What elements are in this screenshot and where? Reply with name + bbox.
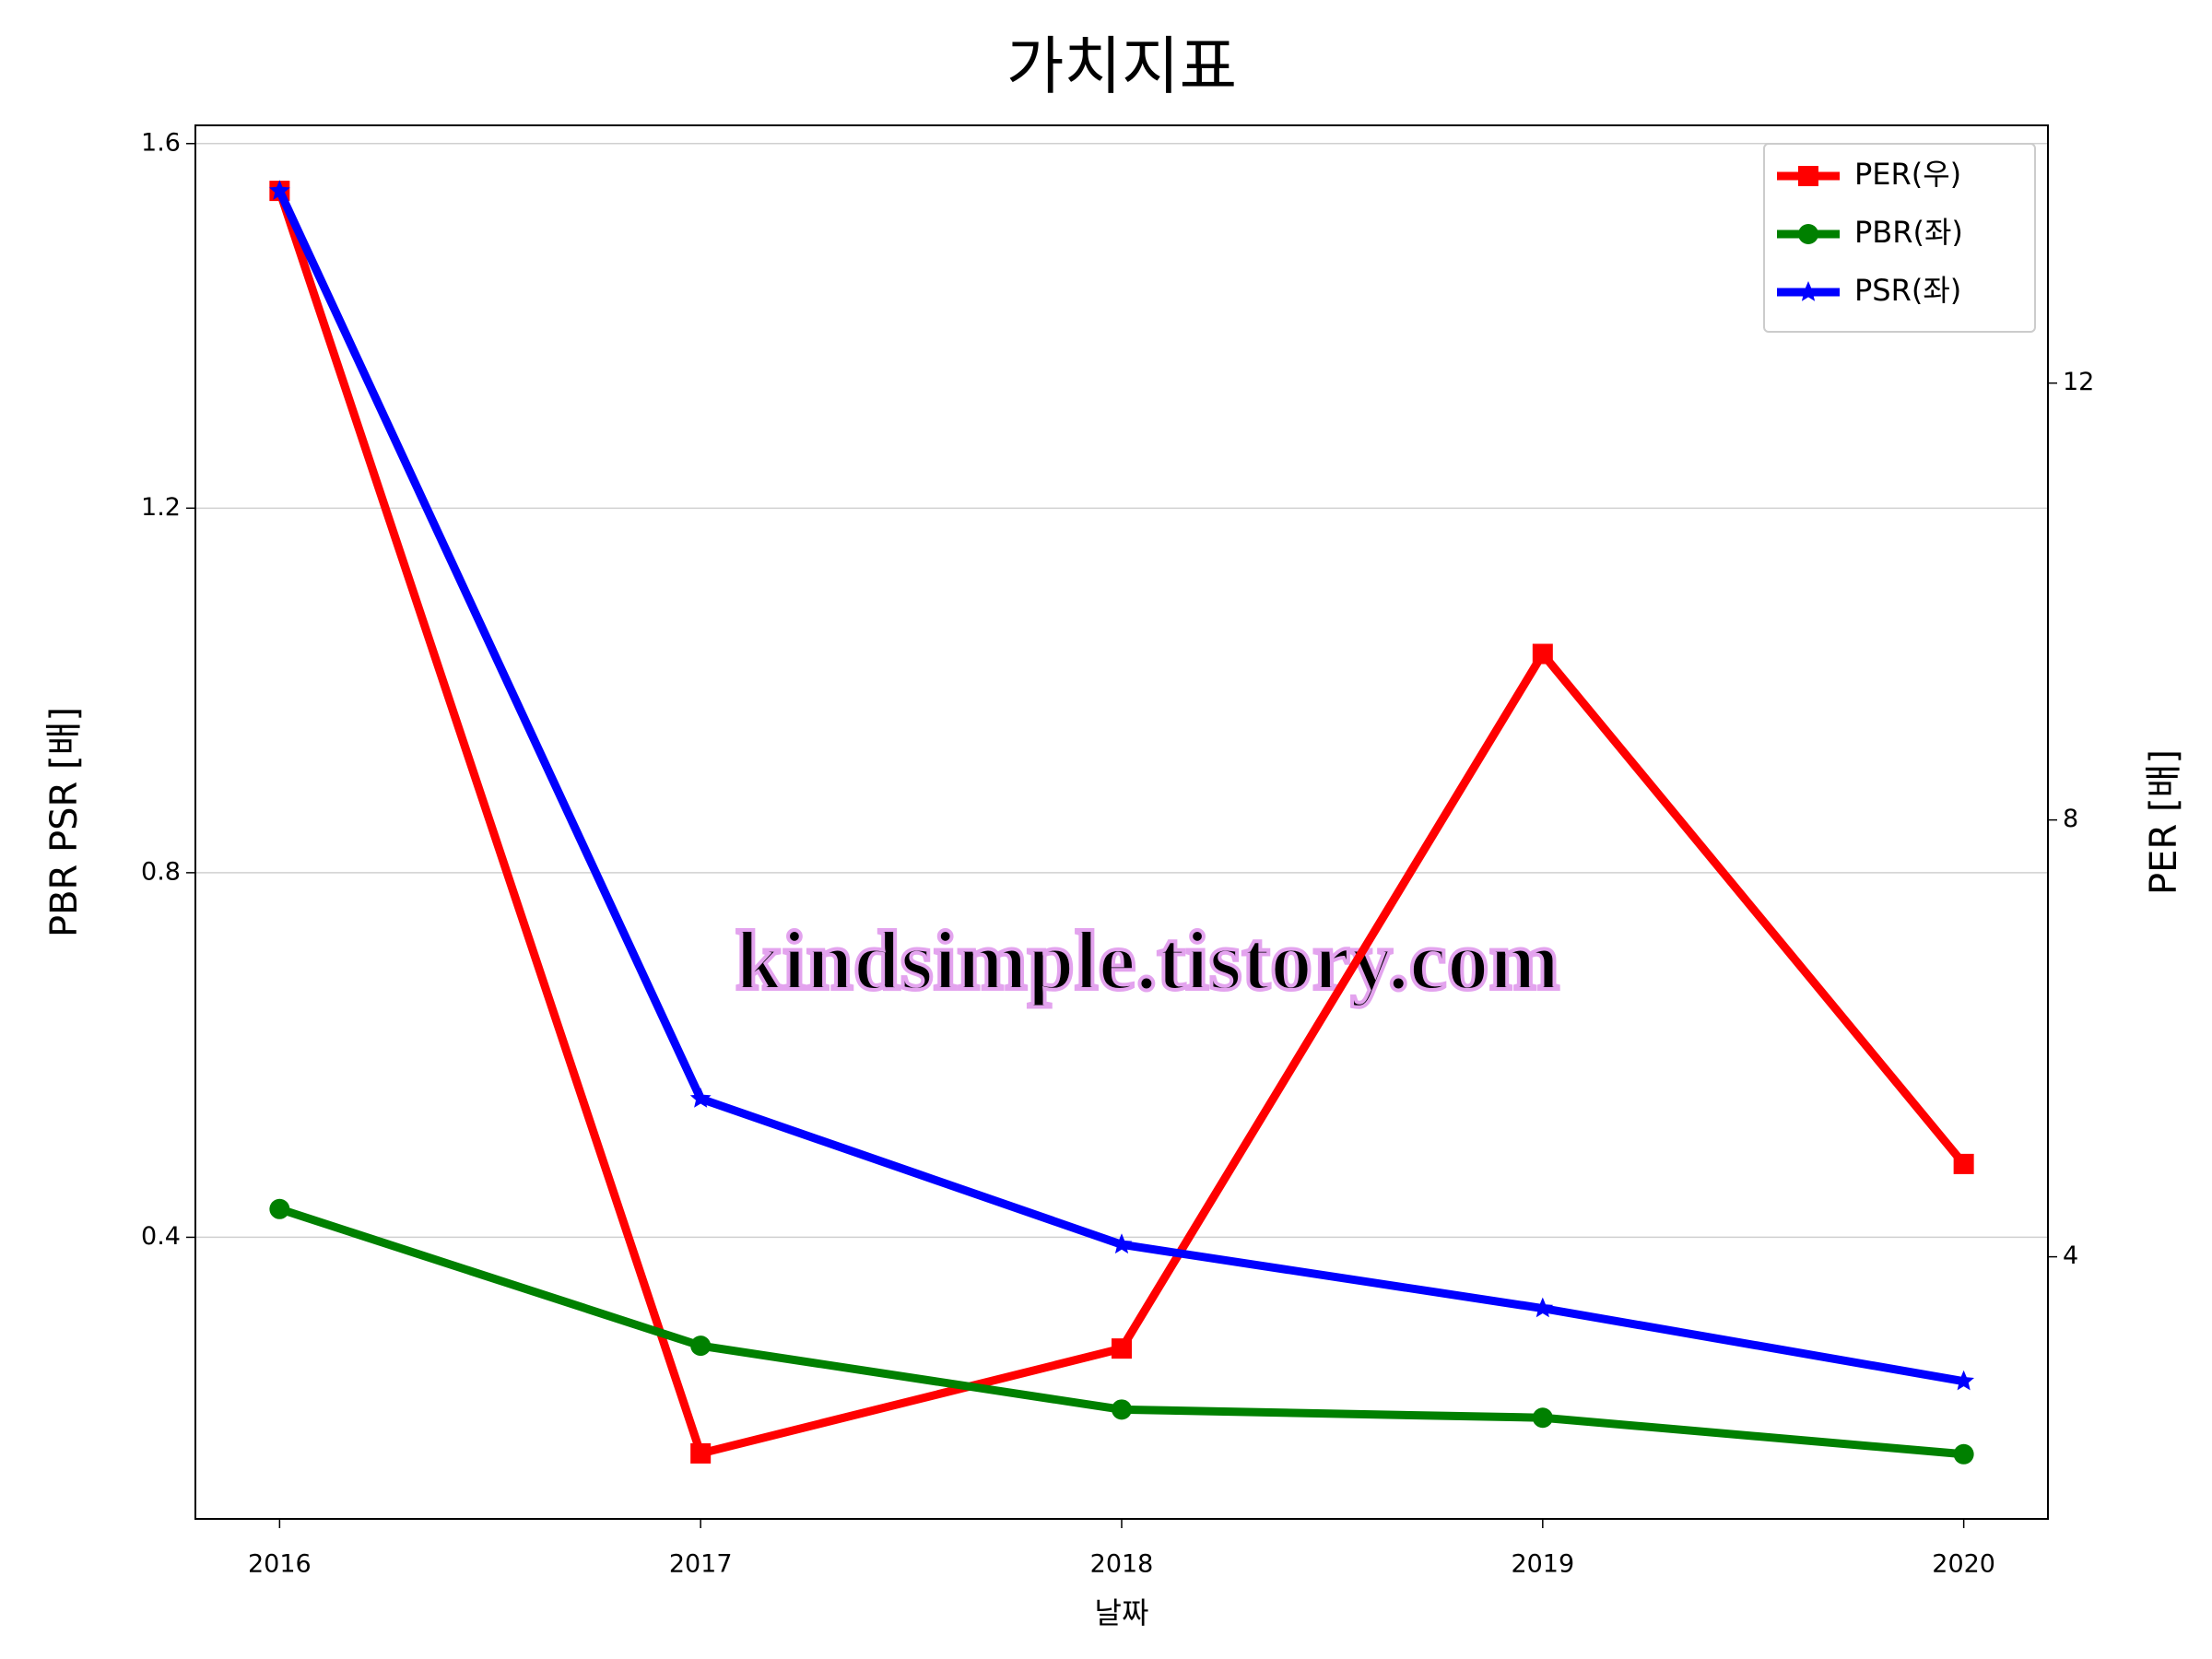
legend-label: PER(우) [1854, 157, 1961, 192]
x-tick-label: 2018 [1090, 1550, 1154, 1579]
marker [1532, 1407, 1553, 1429]
legend-marker [1798, 224, 1818, 244]
y-tick-label: 1.2 [141, 493, 181, 522]
marker [1532, 643, 1553, 665]
marker [1112, 1399, 1132, 1420]
marker [269, 180, 290, 200]
legend: PER(우) PBR(좌) PSR(좌) [1763, 143, 2036, 333]
legend-marker [1798, 166, 1818, 186]
y2-tick-label: 8 [2063, 805, 2078, 833]
watermark: kindsimple.tistory.com [735, 913, 1559, 1007]
marker [1953, 1370, 1974, 1391]
plot-frame [194, 124, 2049, 1520]
marker [1953, 1153, 1974, 1174]
x-tick-label: 2016 [248, 1550, 312, 1579]
legend-label: PSR(좌) [1854, 273, 1961, 308]
marker [1532, 1297, 1554, 1318]
marker [689, 1088, 712, 1108]
y-tick-label: 1.6 [141, 128, 181, 157]
y2-tick-label: 4 [2063, 1241, 2078, 1270]
marker [690, 1335, 712, 1357]
marker [1112, 1338, 1132, 1359]
x-tick-label: 2017 [669, 1550, 733, 1579]
marker [1953, 1443, 1974, 1465]
marker [1111, 1233, 1133, 1254]
y2-tick-label: 12 [2063, 368, 2094, 396]
legend-marker [1797, 281, 1819, 301]
y-axis-label: PBR PSR [배] [43, 707, 86, 937]
y2-axis-label: PER [배] [2143, 749, 2185, 895]
y-tick-label: 0.8 [141, 857, 181, 886]
y-tick-label: 0.4 [141, 1222, 181, 1251]
marker [690, 1442, 712, 1464]
marker [269, 1198, 290, 1219]
x-tick-label: 2019 [1511, 1550, 1574, 1579]
legend-label: PBR(좌) [1854, 215, 1963, 250]
legend-box [1763, 143, 2036, 333]
x-tick-label: 2020 [1932, 1550, 1995, 1579]
chart-title: 가치지표 [1006, 31, 1237, 104]
x-axis-label: 날짜 [1095, 1595, 1149, 1630]
